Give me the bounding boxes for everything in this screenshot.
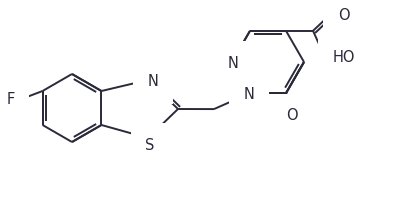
Text: N: N [244,87,254,102]
Text: N: N [148,74,158,90]
Text: HO: HO [333,50,356,65]
Text: O: O [338,8,350,23]
Text: S: S [145,137,155,152]
Text: N: N [228,55,238,70]
Text: O: O [286,109,298,124]
Text: F: F [6,91,14,107]
